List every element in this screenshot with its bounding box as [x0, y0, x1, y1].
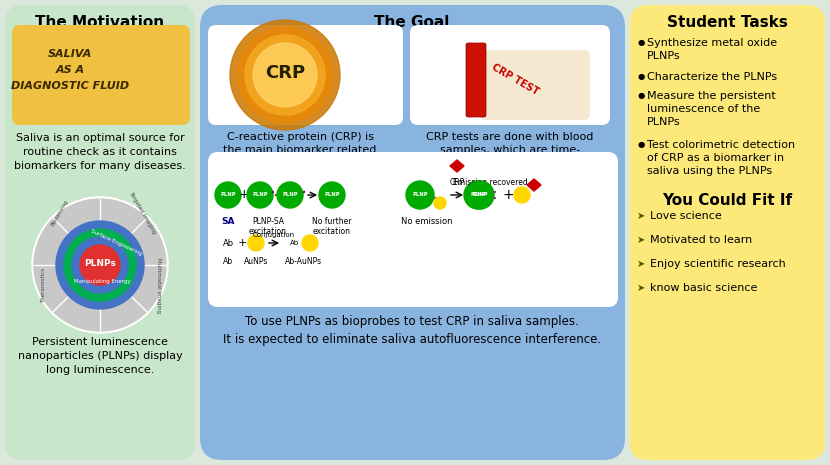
Text: PLNP: PLNP	[252, 193, 268, 198]
Circle shape	[434, 197, 446, 209]
Circle shape	[34, 199, 166, 331]
Text: +: +	[237, 238, 247, 248]
Text: PLNP: PLNP	[220, 193, 236, 198]
Circle shape	[215, 182, 241, 208]
Text: PLNPs: PLNPs	[84, 259, 116, 267]
Text: ●: ●	[638, 38, 645, 47]
Text: Ab: Ab	[223, 257, 233, 266]
Text: To use PLNPs as bioprobes to test CRP in saliva samples.
It is expected to elimi: To use PLNPs as bioprobes to test CRP in…	[223, 315, 601, 346]
Text: C-reactive protein (CRP) is
the main biomarker related
to many diseases.: C-reactive protein (CRP) is the main bio…	[223, 132, 377, 168]
Text: SA: SA	[222, 217, 235, 226]
Text: AuNPs: AuNPs	[244, 257, 268, 266]
Text: PLNP: PLNP	[472, 193, 488, 198]
FancyBboxPatch shape	[208, 25, 403, 125]
Circle shape	[277, 182, 303, 208]
Text: Manipulating Energy: Manipulating Energy	[74, 279, 130, 284]
Circle shape	[247, 182, 273, 208]
Text: Ab: Ab	[290, 240, 299, 246]
Text: ●: ●	[638, 140, 645, 149]
Text: ●: ●	[638, 72, 645, 81]
Circle shape	[32, 197, 168, 333]
FancyBboxPatch shape	[410, 25, 610, 125]
Text: CRP TEST: CRP TEST	[490, 63, 540, 98]
Text: You Could Fit If: You Could Fit If	[662, 193, 792, 208]
Text: Saliva is an optimal source for
routine check as it contains
biomarkers for many: Saliva is an optimal source for routine …	[14, 133, 186, 171]
Text: CRP: CRP	[449, 178, 465, 187]
Circle shape	[72, 237, 128, 293]
Text: Conjugation: Conjugation	[253, 232, 295, 238]
Circle shape	[237, 27, 333, 123]
Polygon shape	[527, 179, 541, 191]
Text: PLNP: PLNP	[325, 193, 339, 198]
Text: The Goal: The Goal	[374, 15, 450, 30]
Text: ➤: ➤	[637, 211, 645, 221]
Circle shape	[248, 235, 264, 251]
Text: No further
excitation: No further excitation	[312, 217, 352, 236]
FancyBboxPatch shape	[5, 5, 195, 460]
Text: No emission: No emission	[401, 217, 452, 226]
FancyBboxPatch shape	[200, 5, 625, 460]
Text: Ab: Ab	[222, 239, 233, 247]
Circle shape	[514, 187, 530, 203]
Text: Characterize the PLNPs: Characterize the PLNPs	[647, 72, 777, 82]
Text: Love science: Love science	[650, 211, 722, 221]
FancyBboxPatch shape	[12, 25, 190, 125]
Circle shape	[406, 181, 434, 209]
FancyBboxPatch shape	[630, 5, 825, 460]
Text: Student Tasks: Student Tasks	[666, 15, 788, 30]
Text: Biosensing: Biosensing	[51, 199, 70, 227]
Text: know basic science: know basic science	[650, 283, 758, 293]
Text: ➤: ➤	[637, 283, 645, 293]
Text: Synthesize metal oxide
PLNPs: Synthesize metal oxide PLNPs	[647, 38, 777, 61]
Text: ➤: ➤	[637, 235, 645, 245]
Text: Targeted Imaging: Targeted Imaging	[128, 191, 156, 235]
Circle shape	[319, 182, 345, 208]
Text: CRP tests are done with blood
samples, which are time-
consuming by trained peop: CRP tests are done with blood samples, w…	[427, 132, 593, 168]
Text: Theranostics: Theranostics	[42, 267, 46, 303]
Text: Ab-AuNPs: Ab-AuNPs	[285, 257, 321, 266]
Text: The Motivation: The Motivation	[36, 15, 164, 30]
Text: PLNP: PLNP	[470, 193, 486, 198]
Text: Enjoy scientific research: Enjoy scientific research	[650, 259, 786, 269]
Text: Test colorimetric detection
of CRP as a biomarker in
saliva using the PLNPs: Test colorimetric detection of CRP as a …	[647, 140, 795, 176]
Circle shape	[64, 229, 136, 301]
FancyBboxPatch shape	[480, 50, 590, 120]
Circle shape	[302, 235, 318, 251]
FancyBboxPatch shape	[208, 152, 618, 307]
Text: Measure the persistent
luminescence of the
PLNPs: Measure the persistent luminescence of t…	[647, 91, 776, 126]
FancyBboxPatch shape	[466, 43, 486, 117]
Circle shape	[466, 181, 494, 209]
Polygon shape	[450, 160, 464, 172]
Circle shape	[230, 20, 340, 130]
Circle shape	[245, 35, 325, 115]
Text: PLNP: PLNP	[413, 193, 427, 198]
Text: ➤: ➤	[637, 259, 645, 269]
Text: +: +	[502, 188, 514, 202]
Text: PLNP-SA
excitation: PLNP-SA excitation	[249, 217, 287, 236]
Text: SALIVA
AS A
DIAGNOSTIC FLUID: SALIVA AS A DIAGNOSTIC FLUID	[11, 49, 129, 91]
Text: Multimodal Imaging: Multimodal Imaging	[155, 258, 160, 312]
Circle shape	[56, 221, 144, 309]
Text: Persistent luminescence
nanoparticles (PLNPs) display
long luminescence.: Persistent luminescence nanoparticles (P…	[17, 337, 183, 375]
Text: ●: ●	[638, 91, 645, 100]
Text: +: +	[239, 188, 249, 201]
Circle shape	[80, 245, 120, 285]
Text: Emission recovered: Emission recovered	[452, 178, 527, 187]
Text: CRP: CRP	[265, 64, 305, 82]
Circle shape	[464, 181, 492, 209]
Text: Motivated to learn: Motivated to learn	[650, 235, 752, 245]
Circle shape	[253, 43, 317, 107]
Text: Surface Engineering: Surface Engineering	[90, 229, 142, 257]
Text: PLNP: PLNP	[282, 193, 298, 198]
